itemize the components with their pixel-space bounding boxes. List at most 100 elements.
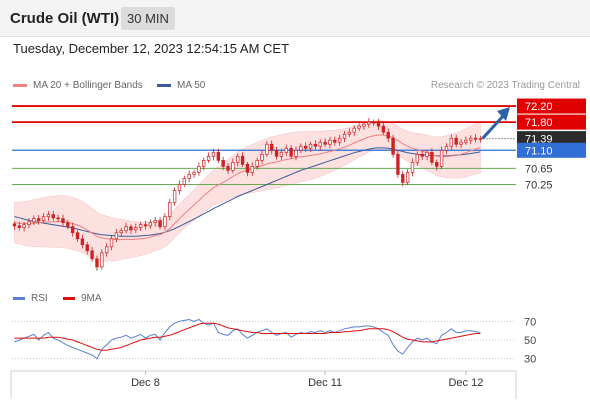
candle-body — [119, 230, 123, 234]
level-label-71.80: 71.80 — [525, 117, 553, 129]
time-tick-Dec-12: Dec 12 — [448, 377, 483, 389]
candle-body — [85, 244, 89, 252]
candle-body — [337, 137, 342, 143]
candle-body — [124, 226, 128, 232]
candle-body — [216, 151, 220, 161]
ma50-swatch — [157, 83, 171, 87]
candle-body — [464, 139, 468, 143]
candle-body — [357, 125, 361, 129]
instrument-title: Crude Oil (WTI) — [10, 10, 120, 27]
candle-body — [294, 149, 298, 157]
rsi-series-RSI — [14, 318, 481, 360]
candle-body — [163, 216, 167, 228]
candle-body — [226, 166, 230, 171]
candle-body — [211, 151, 216, 157]
candle-body — [66, 222, 70, 228]
candle-body — [313, 143, 318, 147]
candle-body — [134, 227, 138, 231]
level-label-70.25: 70.25 — [525, 179, 553, 191]
candle-body — [328, 139, 332, 145]
candle-body — [299, 145, 303, 151]
candle-body — [100, 252, 104, 268]
candle-body — [401, 174, 405, 183]
ma20-label: MA 20 + Bollinger Bands — [33, 80, 143, 91]
candle-body — [279, 151, 284, 157]
level-label-72.20: 72.20 — [525, 101, 553, 113]
candle-body — [143, 224, 148, 227]
level-label-bg — [517, 114, 586, 130]
candle-body — [342, 133, 347, 139]
rsi-ma-swatch — [63, 296, 75, 300]
candle-body — [367, 121, 371, 125]
candle-body — [347, 131, 352, 135]
header-bar: Crude Oil (WTI) 30 MIN — [0, 0, 590, 37]
rsi-tick-30: 30 — [524, 354, 536, 366]
candle-body — [405, 172, 410, 183]
candle-body — [376, 122, 381, 127]
candle-body — [270, 143, 274, 151]
projection-arrow — [481, 114, 506, 140]
candle-body — [260, 153, 264, 161]
timeframe-badge[interactable]: 30 MIN — [121, 7, 175, 30]
candle-body — [17, 225, 21, 228]
candle-body — [109, 238, 114, 248]
ma50-label: MA 50 — [177, 80, 206, 91]
candle-body — [265, 143, 269, 155]
bollinger-band — [14, 120, 481, 262]
candle-body — [391, 137, 395, 155]
candle-body — [221, 159, 225, 167]
candle-body — [371, 121, 376, 124]
candle-body — [114, 232, 119, 240]
rsi-series-9MA — [14, 322, 481, 351]
candle-body — [61, 218, 65, 224]
level-label-bg — [517, 142, 586, 158]
candle-body — [56, 217, 60, 220]
rsi-swatch — [13, 296, 25, 300]
candle-body — [284, 147, 288, 153]
candle-body — [90, 250, 94, 260]
time-tick-Dec-11: Dec 11 — [308, 377, 342, 389]
candle-body — [12, 223, 17, 227]
ma20-swatch — [13, 83, 27, 87]
candle-body — [104, 246, 109, 254]
candle-body — [308, 143, 313, 149]
candle-body — [449, 137, 454, 147]
rsi-panel: 70 50 30 — [12, 316, 536, 366]
candle-body — [158, 220, 162, 228]
legend-rsi-ma: 9MA — [63, 293, 102, 304]
legend-rsi: RSI — [13, 293, 48, 304]
rsi-tick-70: 70 — [524, 316, 536, 328]
candle-body — [352, 127, 356, 133]
time-tick-Dec-8: Dec 8 — [131, 377, 160, 389]
candle-body — [206, 155, 211, 161]
candle-body — [187, 174, 191, 179]
candle-body — [182, 178, 187, 185]
candle-body — [250, 166, 254, 173]
candle-body — [172, 190, 177, 203]
candle-body — [444, 145, 449, 151]
level-label-bg — [517, 98, 586, 114]
timestamp: Tuesday, December 12, 2023 12:54:15 AM C… — [13, 41, 290, 56]
candle-body — [415, 153, 420, 163]
candle-body — [70, 226, 75, 234]
candle-body — [236, 155, 240, 163]
candle-body — [32, 218, 36, 223]
candle-body — [37, 218, 41, 222]
time-axis: Dec 8 Dec 11 Dec 12 — [10, 370, 517, 399]
rsi-ma-label: 9MA — [81, 293, 102, 304]
candle-body — [478, 138, 483, 140]
candle-body — [435, 161, 439, 167]
candle-body — [459, 141, 463, 145]
candle-body — [153, 220, 157, 224]
candle-body — [231, 161, 235, 171]
projection-arrowhead — [497, 107, 510, 122]
candle-body — [75, 232, 80, 240]
candle-body — [289, 147, 293, 157]
candle-body — [192, 172, 196, 175]
candle-body — [27, 221, 31, 226]
candle-body — [148, 222, 153, 227]
candle-body — [95, 258, 99, 268]
candle-body — [386, 131, 390, 139]
candle-body — [420, 153, 424, 157]
